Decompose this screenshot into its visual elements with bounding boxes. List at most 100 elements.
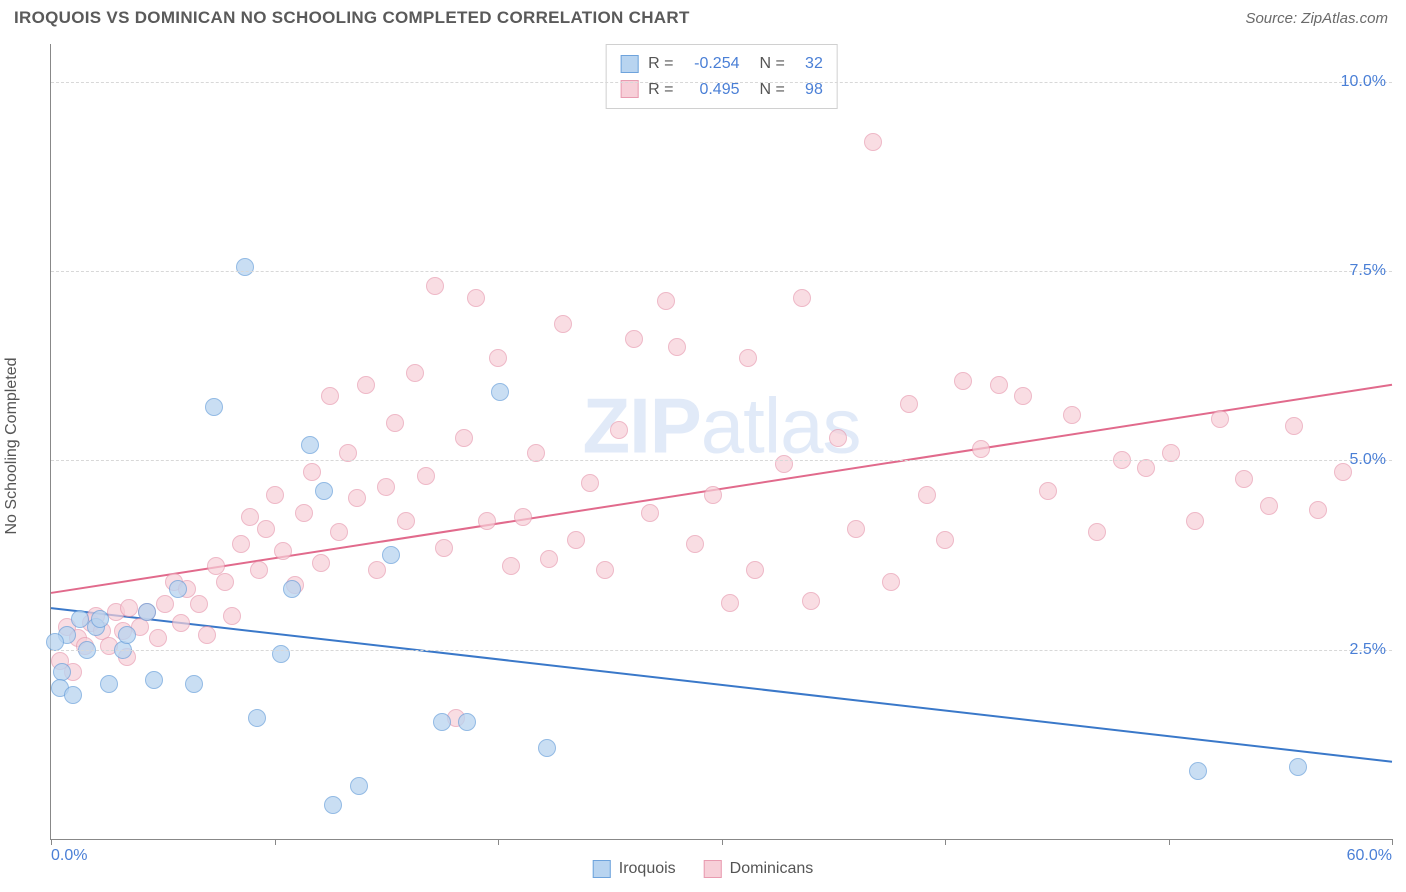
data-point — [1289, 758, 1307, 776]
legend-r-value: 0.495 — [684, 77, 740, 103]
legend-correlation: R =-0.254N =32R =0.495N =98 — [605, 44, 838, 109]
data-point — [1088, 523, 1106, 541]
scatter-plot — [51, 44, 1392, 839]
y-tick-label: 10.0% — [1341, 73, 1386, 91]
data-point — [1285, 417, 1303, 435]
y-tick-label: 7.5% — [1350, 262, 1386, 280]
data-point — [149, 629, 167, 647]
data-point — [581, 474, 599, 492]
data-point — [330, 523, 348, 541]
data-point — [1235, 470, 1253, 488]
data-point — [205, 398, 223, 416]
data-point — [248, 709, 266, 727]
data-point — [775, 455, 793, 473]
data-point — [657, 292, 675, 310]
chart-title: IROQUOIS VS DOMINICAN NO SCHOOLING COMPL… — [14, 8, 690, 28]
data-point — [567, 531, 585, 549]
data-point — [324, 796, 342, 814]
legend-label: Iroquois — [619, 860, 676, 878]
data-point — [266, 486, 284, 504]
gridline — [51, 650, 1392, 651]
data-point — [138, 603, 156, 621]
data-point — [882, 573, 900, 591]
data-point — [64, 686, 82, 704]
data-point — [397, 512, 415, 530]
chart-header: IROQUOIS VS DOMINICAN NO SCHOOLING COMPL… — [0, 0, 1406, 32]
chart-area: ZIPatlas R =-0.254N =32R =0.495N =98 2.5… — [50, 44, 1392, 840]
data-point — [802, 592, 820, 610]
data-point — [540, 550, 558, 568]
data-point — [274, 542, 292, 560]
data-point — [272, 645, 290, 663]
data-point — [216, 573, 234, 591]
data-point — [91, 610, 109, 628]
data-point — [954, 372, 972, 390]
x-tick — [722, 839, 723, 845]
gridline — [51, 271, 1392, 272]
data-point — [118, 626, 136, 644]
data-point — [232, 535, 250, 553]
data-point — [250, 561, 268, 579]
data-point — [1309, 501, 1327, 519]
data-point — [918, 486, 936, 504]
y-tick-label: 2.5% — [1350, 641, 1386, 659]
legend-swatch — [704, 860, 722, 878]
data-point — [241, 508, 259, 526]
data-point — [610, 421, 628, 439]
data-point — [721, 594, 739, 612]
data-point — [596, 561, 614, 579]
data-point — [1039, 482, 1057, 500]
data-point — [746, 561, 764, 579]
data-point — [386, 414, 404, 432]
data-point — [223, 607, 241, 625]
data-point — [467, 289, 485, 307]
data-point — [377, 478, 395, 496]
x-tick — [498, 839, 499, 845]
data-point — [357, 376, 375, 394]
data-point — [120, 599, 138, 617]
data-point — [514, 508, 532, 526]
data-point — [668, 338, 686, 356]
data-point — [145, 671, 163, 689]
legend-n-label: N = — [760, 51, 785, 77]
data-point — [1260, 497, 1278, 515]
gridline — [51, 82, 1392, 83]
data-point — [426, 277, 444, 295]
data-point — [350, 777, 368, 795]
data-point — [739, 349, 757, 367]
data-point — [538, 739, 556, 757]
legend-r-label: R = — [648, 51, 673, 77]
data-point — [295, 504, 313, 522]
data-point — [433, 713, 451, 731]
data-point — [283, 580, 301, 598]
data-point — [478, 512, 496, 530]
data-point — [491, 383, 509, 401]
x-tick-label: 0.0% — [51, 847, 87, 865]
legend-series: Iroquois Dominicans — [593, 860, 814, 878]
data-point — [900, 395, 918, 413]
legend-item: Dominicans — [704, 860, 814, 878]
data-point — [1014, 387, 1032, 405]
data-point — [972, 440, 990, 458]
data-point — [527, 444, 545, 462]
legend-row: R =0.495N =98 — [620, 77, 823, 103]
data-point — [257, 520, 275, 538]
x-tick — [275, 839, 276, 845]
data-point — [641, 504, 659, 522]
legend-swatch — [620, 55, 638, 73]
data-point — [502, 557, 520, 575]
legend-r-label: R = — [648, 77, 673, 103]
data-point — [156, 595, 174, 613]
data-point — [236, 258, 254, 276]
data-point — [406, 364, 424, 382]
data-point — [301, 436, 319, 454]
data-point — [864, 133, 882, 151]
legend-swatch — [593, 860, 611, 878]
legend-r-value: -0.254 — [684, 51, 740, 77]
legend-item: Iroquois — [593, 860, 676, 878]
legend-n-label: N = — [760, 77, 785, 103]
data-point — [704, 486, 722, 504]
data-point — [686, 535, 704, 553]
legend-label: Dominicans — [730, 860, 814, 878]
data-point — [1137, 459, 1155, 477]
